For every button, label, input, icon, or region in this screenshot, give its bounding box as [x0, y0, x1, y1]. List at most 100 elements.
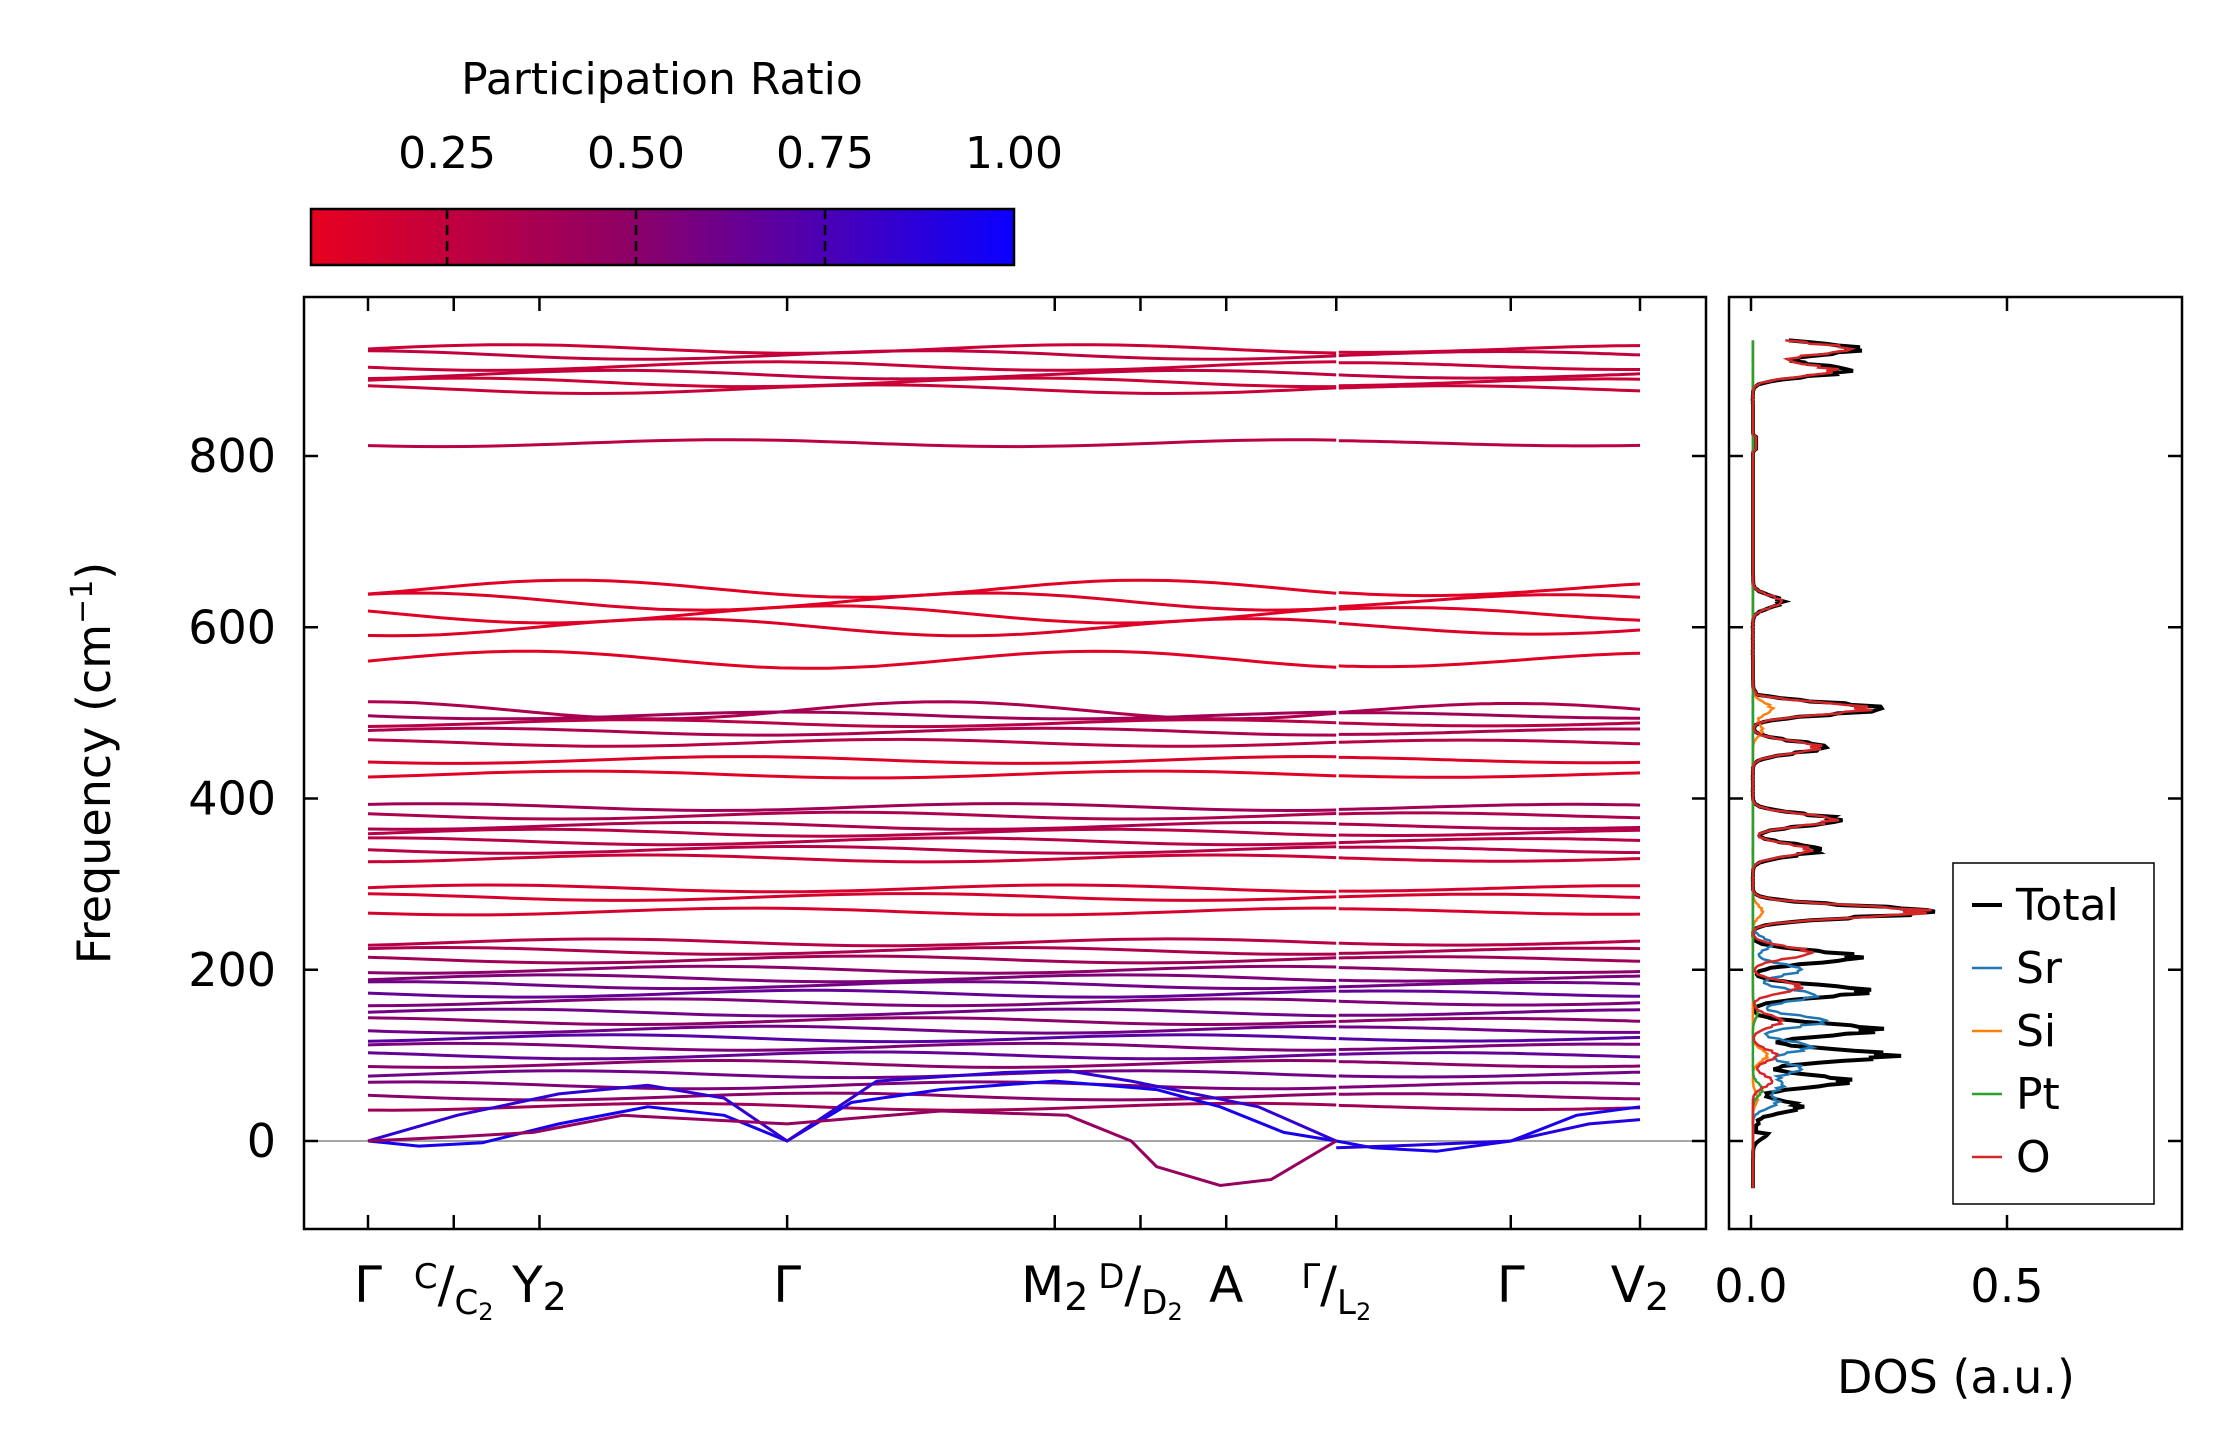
band-line-43-b [1338, 1060, 1641, 1069]
legend-items: Total Sr Si Pt O [1972, 880, 2119, 1183]
band-line-19-a [367, 802, 1337, 813]
band-line-8-b [1338, 593, 1641, 609]
path-label-sub: D [1141, 1283, 1167, 1323]
colorbar-ticks: 0.25 0.50 0.75 1.00 [398, 128, 1063, 265]
colorbar-tick-label-1: 0.50 [587, 128, 685, 179]
path-label-slash: / [438, 1256, 455, 1314]
band-line-30-b [1338, 946, 1641, 955]
band-line-27-b [1338, 892, 1641, 899]
band-line-16-a [367, 737, 1337, 748]
band-line-13-b [1338, 711, 1640, 720]
band-line-10-a [367, 617, 1337, 638]
band-line-23-b [1338, 837, 1641, 845]
band-line-14-b [1338, 721, 1641, 728]
band-line-9-b [1338, 606, 1641, 622]
band-line-22-a [367, 827, 1337, 838]
band-line-17-b [1338, 755, 1641, 765]
band-line-4-b [1338, 377, 1641, 388]
legend-frame [1952, 862, 2155, 1205]
colorbar-tick-label-3: 1.00 [965, 128, 1063, 179]
band-line-40-a [367, 1033, 1337, 1044]
path-label-main: Γ [773, 1256, 801, 1314]
band-line-33-b [1338, 974, 1641, 983]
dos-x-tick-label-0: 0.0 [1714, 1259, 1787, 1313]
path-label-6: A [1209, 1256, 1243, 1314]
dos-x-axis-label: DOS (a.u.) [1837, 1350, 2075, 1404]
band-line-26-a [367, 883, 1337, 894]
path-label-sub: L [1337, 1283, 1356, 1323]
band-line-37-a [367, 1007, 1337, 1018]
band-line-28-a [367, 906, 1337, 917]
band-line-33-a [367, 973, 1337, 984]
band-acoustic-3 [1335, 1105, 1641, 1153]
band-acoustic-1 [367, 1079, 1337, 1148]
band-line-41-b [1338, 1042, 1640, 1051]
path-label-5: D/D2 [1098, 1256, 1183, 1326]
band-line-5-b [1338, 384, 1641, 393]
dos-lines [1750, 338, 1936, 1189]
band-line-38-b [1338, 1016, 1641, 1023]
band-line-12-b [1338, 702, 1641, 714]
band-line-45-a [367, 1080, 1337, 1091]
band-line-27-a [367, 892, 1337, 902]
band-line-41-a [367, 1041, 1337, 1052]
band-line-45-b [1338, 1081, 1641, 1089]
band-line-18-b [1338, 771, 1641, 779]
band-line-20-a [367, 810, 1337, 821]
path-label-sub: C [455, 1283, 479, 1323]
band-line-39-b [1338, 1025, 1640, 1034]
path-label-1: C/C2 [414, 1256, 494, 1326]
path-label-2: Y2 [511, 1256, 567, 1319]
path-label-main: Y [511, 1256, 543, 1314]
band-line-8-a [367, 591, 1337, 612]
y-tick-label-2: 400 [188, 772, 276, 826]
path-label-7: Γ/L2 [1301, 1256, 1371, 1326]
band-line-16-b [1338, 738, 1641, 746]
dos-plot-frame [1727, 295, 2184, 1231]
band-line-21-b [1338, 822, 1641, 831]
y-tick-label-4: 800 [188, 429, 276, 483]
path-label-main: Γ [354, 1256, 382, 1314]
path-label-9: V2 [1611, 1256, 1669, 1319]
y-tick-label-1: 200 [188, 943, 276, 997]
band-line-5-a [367, 383, 1337, 396]
legend-label-total: Total [2015, 880, 2119, 931]
band-line-42-b [1338, 1051, 1641, 1059]
band-line-25-b [1338, 856, 1641, 863]
band-line-6-a [367, 438, 1337, 449]
band-lines [304, 343, 1706, 1188]
band-acoustic-soft [367, 1109, 1337, 1188]
colorbar: Participation Ratio 0.25 0.50 0.75 1.00 [309, 54, 1063, 267]
path-label-top: C [414, 1257, 438, 1297]
band-line-21-a [367, 820, 1337, 831]
band-line-15-a [367, 726, 1337, 737]
colorbar-tick-label-0: 0.25 [398, 128, 496, 179]
band-line-29-a [367, 937, 1337, 948]
band-line-7-a [367, 578, 1337, 599]
band-line-39-a [367, 1024, 1337, 1035]
band-line-11-b [1338, 651, 1641, 669]
band-line-25-a [367, 853, 1337, 864]
band-line-37-b [1338, 1008, 1641, 1017]
legend-label-o: O [2016, 1132, 2051, 1183]
band-line-3-b [1338, 372, 1641, 380]
band-plot-frame [302, 295, 1708, 1231]
band-line-36-a [367, 997, 1337, 1008]
path-label-slash: / [1124, 1256, 1141, 1314]
band-line-22-b [1338, 828, 1641, 837]
path-label-sub2: 2 [478, 1298, 493, 1326]
band-acoustic-2 [367, 1069, 1337, 1143]
band-line-14-a [367, 718, 1337, 729]
band-line-24-b [1338, 845, 1641, 855]
legend-label-si: Si [2016, 1006, 2056, 1057]
band-path-ticks: Γ C/C2 Y2 Γ M2 D/D2 A Γ/L2 Γ V2 [354, 297, 1669, 1326]
path-label-sub2: 2 [1167, 1298, 1182, 1326]
band-line-1-a [367, 349, 1337, 361]
band-line-24-a [367, 845, 1337, 855]
band-line-6-b [1338, 439, 1641, 448]
path-label-top: Γ [1301, 1257, 1320, 1297]
path-label-main: V [1611, 1256, 1645, 1314]
band-line-26-b [1338, 884, 1640, 893]
colorbar-tick-label-2: 0.75 [776, 128, 874, 179]
